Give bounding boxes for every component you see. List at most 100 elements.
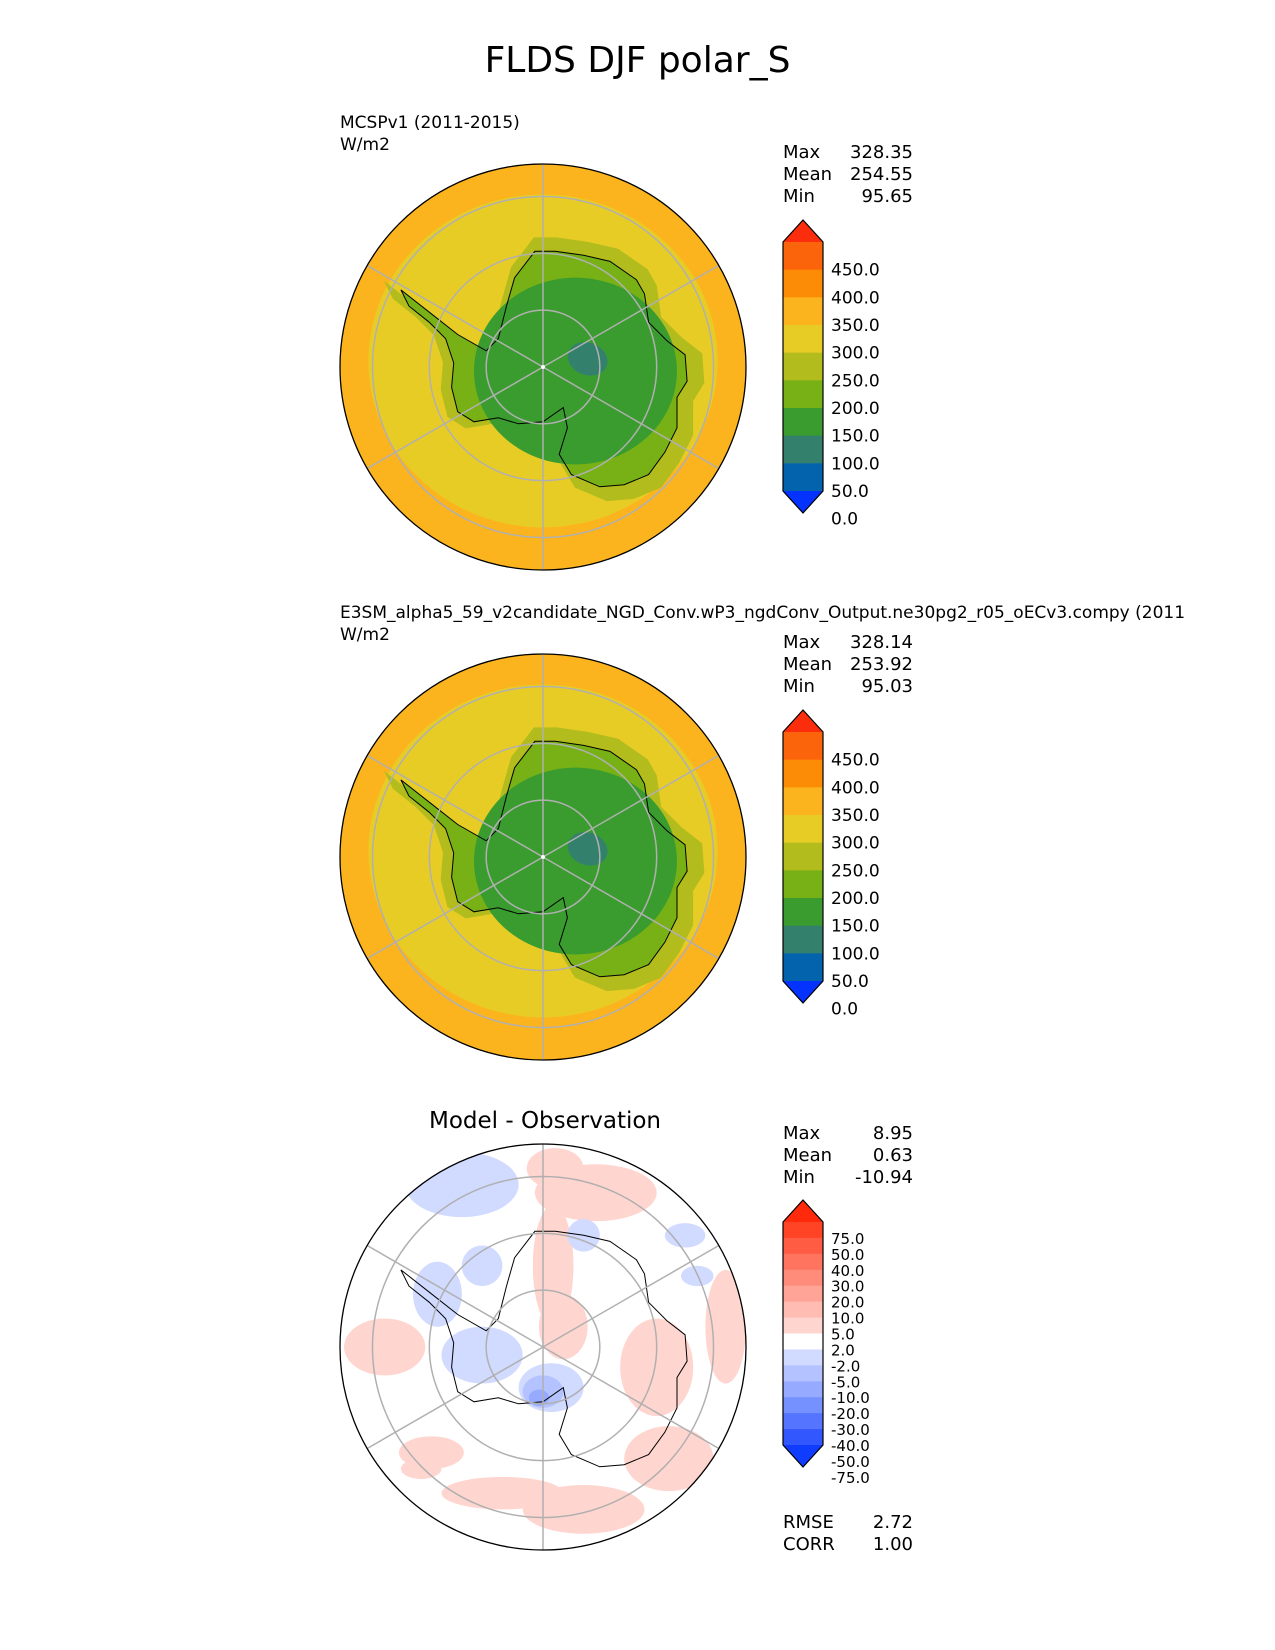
panel-3-stats: Max 8.95 Mean 0.63 Min -10.94	[783, 1123, 913, 1189]
panel-3-metrics: RMSE 2.72 CORR 1.00	[783, 1512, 913, 1556]
colorbar-segment	[783, 242, 823, 271]
colorbar-segment	[783, 1429, 823, 1446]
colorbar-tick-label: -2.0	[831, 1357, 860, 1375]
meridian-line	[366, 1346, 544, 1450]
panel-3-title: Model - Observation	[428, 1108, 662, 1134]
colorbar-tick-label: 5.0	[831, 1326, 855, 1344]
colorbar-tick-label: -75.0	[831, 1469, 870, 1487]
colorbar-tick-label: 150.0	[831, 917, 880, 937]
stat-mean-label: Mean	[783, 1145, 833, 1166]
colorbar-tick-label: 2.0	[831, 1341, 855, 1359]
stat-mean-value: 253.92	[850, 654, 913, 675]
colorbar-segment	[783, 269, 823, 298]
colorbar-tick-label: 200.0	[831, 889, 880, 909]
colorbar-tick-label: 300.0	[831, 834, 880, 854]
colorbar-segment	[783, 1301, 823, 1319]
colorbar-segment	[783, 1333, 823, 1351]
colorbar-3: 75.050.040.030.020.010.05.02.0-2.0-5.0-1…	[782, 1199, 870, 1487]
colorbar-segment	[783, 732, 823, 761]
colorbar-tick-label: 400.0	[831, 288, 880, 308]
colorbar-tick-label: 100.0	[831, 944, 880, 964]
colorbar-extend-max	[783, 220, 823, 242]
colorbar-segment	[783, 1269, 823, 1287]
meridian-line	[542, 1346, 720, 1450]
colorbar-tick-label: 0.0	[831, 1000, 858, 1020]
colorbar-tick-label: 450.0	[831, 751, 880, 771]
pole-marker	[541, 855, 545, 859]
colorbar-tick-label: 450.0	[831, 261, 880, 281]
colorbar-segment	[783, 408, 823, 437]
colorbar-tick-label: -20.0	[831, 1405, 870, 1423]
colorbar-tick-label: 30.0	[831, 1278, 864, 1296]
colorbar-segment	[783, 787, 823, 816]
stat-max-value: 328.35	[850, 142, 913, 163]
stat-max-value: 8.95	[872, 1123, 913, 1144]
positive-bias-patch	[624, 1426, 714, 1492]
plateau-region	[473, 767, 677, 955]
meridian-line	[542, 366, 720, 470]
meridian-line	[366, 1244, 544, 1348]
positive-bias-patch	[705, 1269, 746, 1384]
negative-bias-core	[528, 1389, 550, 1406]
meridian-line	[366, 366, 544, 470]
rmse-value: 2.72	[872, 1512, 913, 1533]
plateau-region	[473, 277, 677, 465]
map-field-2	[340, 654, 746, 1060]
meridian-line	[542, 754, 720, 858]
colorbar-segment	[783, 435, 823, 464]
colorbar-outline	[782, 709, 824, 1004]
negative-bias-patch	[441, 1326, 523, 1384]
map-difference	[340, 1144, 746, 1550]
colorbar-tick-label: 0.0	[831, 510, 858, 530]
stat-max-label: Max	[783, 1123, 821, 1144]
colorbar-segment	[783, 842, 823, 871]
meridian-line	[366, 754, 544, 858]
stat-min-value: -10.94	[854, 1167, 913, 1188]
colorbar-tick-label: 300.0	[831, 344, 880, 364]
colorbar-segment	[783, 325, 823, 354]
colorbar-segment	[783, 463, 823, 492]
colorbar-segment	[783, 1237, 823, 1255]
stat-min-value: 95.65	[861, 186, 913, 207]
stat-min-label: Min	[783, 676, 815, 697]
rmse-label: RMSE	[783, 1512, 834, 1533]
colorbar-tick-label: 250.0	[831, 861, 880, 881]
stat-mean-label: Mean	[783, 654, 833, 675]
corr-label: CORR	[783, 1534, 835, 1555]
positive-bias-patch	[344, 1318, 426, 1376]
colorbar-extend-min	[783, 1445, 823, 1467]
positive-bias-patch	[441, 1476, 564, 1510]
panel-1-units: W/m2	[340, 135, 390, 155]
colorbar-outline	[782, 1199, 824, 1468]
colorbar-tick-label: -5.0	[831, 1373, 860, 1391]
colorbar-2: 450.0 400.0 350.0 300.0 250.0 200.0 150.0 100.0…	[782, 709, 880, 1020]
colorbar-tick-label: 250.0	[831, 371, 880, 391]
colorbar-tick-label: -50.0	[831, 1453, 870, 1471]
stat-min-label: Min	[783, 186, 815, 207]
colorbar-extend-min	[783, 491, 823, 513]
panel-2-units: W/m2	[340, 625, 390, 645]
figure-title: FLDS DJF polar_S	[484, 40, 791, 81]
panel-2-title: E3SM_alpha5_59_v2candidate_NGD_Conv.wP3_…	[340, 603, 1186, 623]
colorbar-tick-label: -10.0	[831, 1389, 870, 1407]
corr-value: 1.00	[872, 1534, 913, 1555]
colorbar-tick-label: 75.0	[831, 1230, 864, 1248]
colorbar-segment	[783, 1349, 823, 1366]
colorbar-segment	[783, 925, 823, 954]
pole-marker	[541, 365, 545, 369]
colorbar-tick-label: 50.0	[831, 482, 869, 502]
colorbar-outline	[782, 219, 824, 514]
colorbar-segment	[783, 1365, 823, 1382]
panel-2-stats: Max 328.14 Mean 253.92 Min 95.03	[783, 632, 913, 698]
colorbar-1: 450.0 400.0 350.0 300.0 250.0 200.0 150.0 100.0…	[782, 219, 880, 530]
colorbar-extend-max	[783, 1200, 823, 1222]
colorbar-segment	[783, 1413, 823, 1430]
colorbar-extend-min	[783, 981, 823, 1003]
meridian-line	[542, 1244, 720, 1348]
meridian-line	[542, 264, 720, 368]
negative-bias-patch	[461, 1245, 503, 1287]
colorbar-segment	[783, 380, 823, 409]
colorbar-segment	[783, 1253, 823, 1271]
positive-bias-patch	[526, 1148, 584, 1189]
colorbar-tick-label: 100.0	[831, 454, 880, 474]
